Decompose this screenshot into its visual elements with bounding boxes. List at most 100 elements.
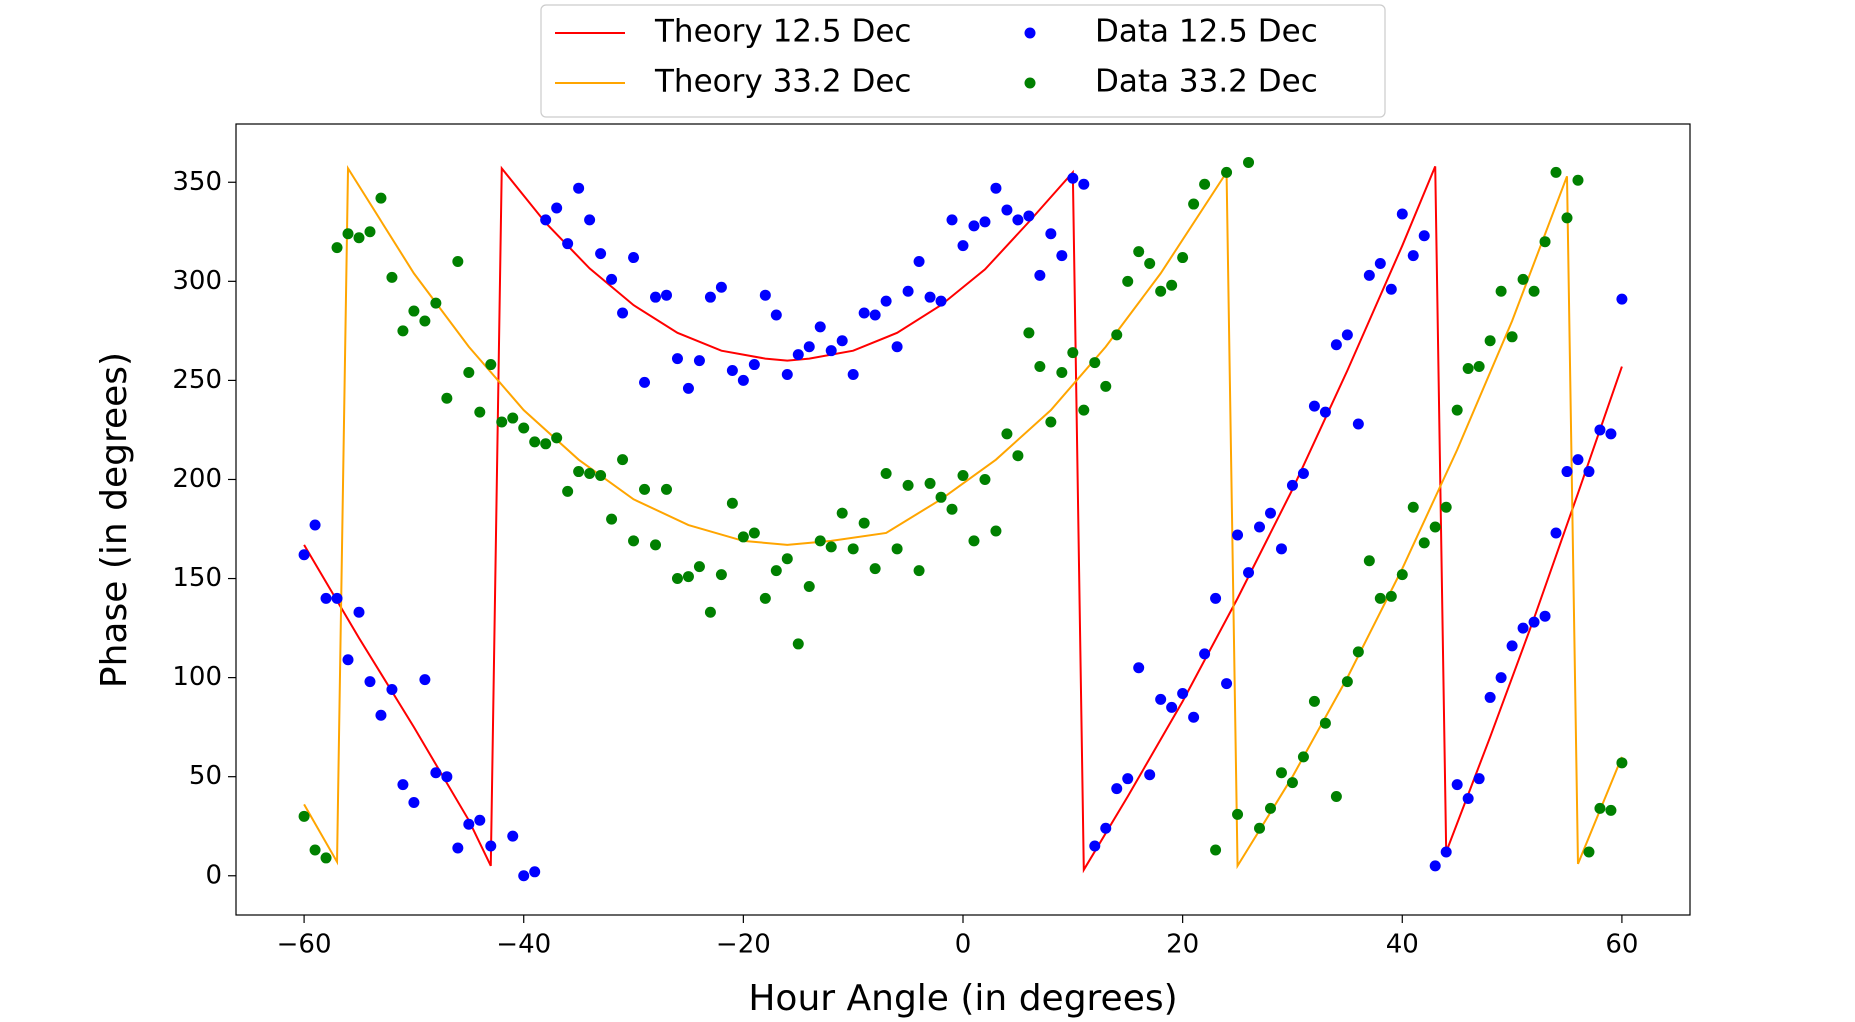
data-point [792, 638, 804, 650]
data-point [781, 368, 793, 380]
data-point [650, 291, 662, 303]
data-point [1385, 590, 1397, 602]
data-point [682, 571, 694, 583]
data-point [1188, 711, 1200, 723]
data-point [1078, 404, 1090, 416]
data-point [628, 252, 640, 264]
data-point [1221, 166, 1233, 178]
data-point [639, 376, 651, 388]
data-point [1221, 678, 1233, 690]
data-point [1319, 717, 1331, 729]
data-point [979, 216, 991, 228]
data-point [1528, 616, 1540, 628]
data-point [1264, 802, 1276, 814]
data-point [562, 238, 574, 250]
data-point [353, 232, 365, 244]
data-point [1100, 822, 1112, 834]
data-point [1407, 250, 1419, 262]
data-point [419, 674, 431, 686]
data-point [1539, 236, 1551, 248]
data-point [1155, 285, 1167, 297]
data-point [1451, 404, 1463, 416]
data-point [463, 366, 475, 378]
data-point [1616, 293, 1628, 305]
data-point [364, 676, 376, 688]
data-point [759, 592, 771, 604]
data-point [485, 359, 497, 371]
data-point [1177, 252, 1189, 264]
data-point [1363, 269, 1375, 281]
data-point [386, 271, 398, 283]
data-point [1407, 501, 1419, 513]
data-point [1111, 329, 1123, 341]
data-point [1308, 400, 1320, 412]
y-tick-label: 350 [172, 167, 222, 197]
data-point [551, 202, 563, 214]
data-point [1572, 454, 1584, 466]
data-point [353, 606, 365, 618]
data-point [1528, 285, 1540, 297]
data-point [1078, 178, 1090, 190]
legend-label: Data 33.2 Dec [1095, 64, 1318, 100]
data-point [726, 497, 738, 509]
data-point [1594, 802, 1606, 814]
data-point [1133, 246, 1145, 258]
data-point [1396, 569, 1408, 581]
data-point [298, 549, 310, 561]
data-point [1045, 416, 1057, 428]
data-point [474, 406, 486, 418]
y-tick-label: 150 [172, 563, 222, 593]
data-point [1012, 214, 1024, 226]
data-point [1352, 646, 1364, 658]
data-point [1034, 269, 1046, 281]
data-point [671, 353, 683, 365]
data-point [507, 830, 519, 842]
data-point [452, 256, 464, 268]
data-point [485, 840, 497, 852]
data-point [1166, 279, 1178, 291]
data-point [1352, 418, 1364, 430]
data-point [1572, 174, 1584, 186]
data-point [529, 866, 541, 878]
data-point [1462, 792, 1474, 804]
data-point [814, 535, 826, 547]
data-point [386, 684, 398, 696]
data-point [748, 359, 760, 371]
data-point [946, 214, 958, 226]
data-point [1550, 527, 1562, 539]
legend-swatch [1024, 77, 1036, 89]
data-point [1594, 424, 1606, 436]
data-point [1210, 592, 1222, 604]
data-point [584, 468, 596, 480]
data-point [913, 256, 925, 268]
data-point [858, 517, 870, 529]
data-point [671, 573, 683, 585]
data-point [408, 305, 420, 317]
y-axis-label: Phase (in degrees) [94, 352, 135, 688]
data-point [1232, 529, 1244, 541]
x-tick-label: −40 [496, 930, 551, 960]
data-point [1374, 592, 1386, 604]
y-tick-label: 100 [172, 662, 222, 692]
y-tick-label: 250 [172, 365, 222, 395]
data-point [1616, 757, 1628, 769]
data-point [419, 315, 431, 327]
data-point [1506, 331, 1518, 343]
data-point [847, 368, 859, 380]
data-point [759, 289, 771, 301]
y-tick-label: 50 [189, 761, 222, 791]
data-point [1034, 361, 1046, 373]
data-point [1144, 257, 1156, 269]
data-point [606, 513, 618, 525]
data-point [935, 295, 947, 307]
data-point [1561, 466, 1573, 478]
data-point [441, 771, 453, 783]
data-point [1067, 172, 1079, 184]
data-point [1583, 466, 1595, 478]
legend-label: Data 12.5 Dec [1095, 14, 1318, 50]
data-point [1210, 844, 1222, 856]
data-point [1177, 687, 1189, 699]
data-point [902, 285, 914, 297]
data-point [1440, 846, 1452, 858]
